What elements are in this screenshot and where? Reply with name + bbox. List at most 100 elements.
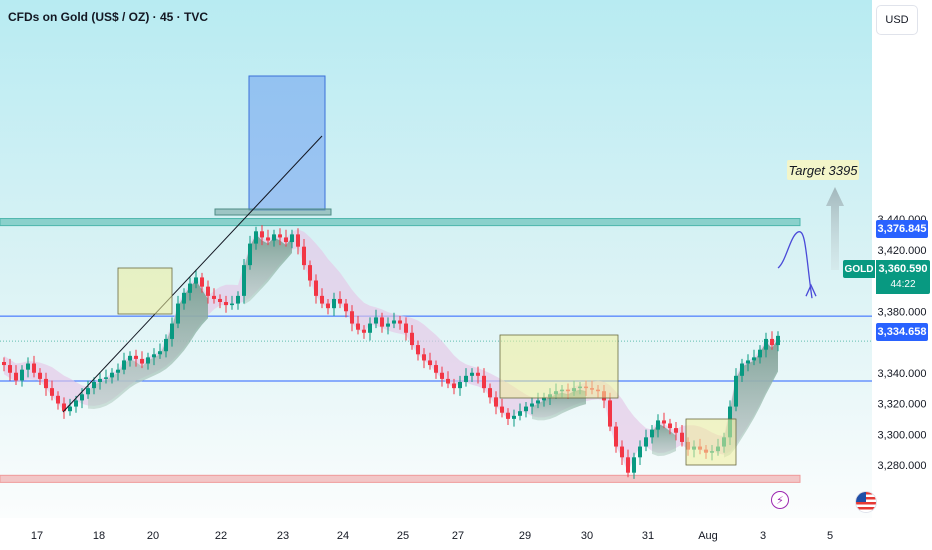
projection-arrowhead — [805, 283, 817, 297]
candle-body — [398, 320, 402, 324]
candle-body — [530, 403, 534, 407]
candle — [740, 358, 744, 382]
y-tick-label: 3,320.000 — [878, 399, 927, 411]
candle — [344, 298, 348, 318]
currency-button[interactable]: USD — [877, 6, 917, 34]
candle-body — [182, 292, 186, 304]
candle-body — [362, 329, 366, 333]
candle-body — [536, 400, 540, 404]
candle — [164, 334, 168, 358]
candle — [242, 258, 246, 304]
candle-body — [350, 311, 354, 324]
candle-body — [116, 369, 120, 373]
projection-path — [777, 231, 813, 299]
x-tick-label: 18 — [93, 530, 105, 542]
static-overlays — [0, 218, 872, 483]
candle-body — [380, 317, 384, 327]
candle-body — [92, 381, 96, 389]
candle-body — [56, 395, 60, 404]
x-tick-label: 17 — [31, 530, 43, 542]
x-tick-label: 27 — [452, 530, 464, 542]
candle-body — [20, 369, 24, 381]
candle — [470, 368, 474, 382]
candle — [320, 288, 324, 309]
candle-body — [608, 400, 612, 427]
candle-body — [194, 277, 198, 284]
candle — [62, 397, 66, 419]
candle-body — [500, 406, 504, 413]
candle-body — [110, 372, 114, 378]
candle-body — [80, 394, 84, 401]
candle-body — [410, 332, 414, 346]
candle-body — [224, 302, 228, 306]
candle — [128, 351, 132, 367]
candle — [2, 357, 6, 372]
candle — [224, 295, 228, 313]
candle-body — [128, 355, 132, 361]
candle-body — [320, 295, 324, 304]
candle-body — [206, 286, 210, 296]
candle — [170, 317, 174, 347]
candle — [38, 368, 42, 386]
candle — [458, 375, 462, 396]
candle — [758, 345, 762, 364]
candle — [524, 401, 528, 418]
x-tick-label: 30 — [581, 530, 593, 542]
candle-body — [734, 375, 738, 407]
candle-body — [740, 363, 744, 376]
up-arrow-shape — [826, 187, 844, 270]
candle — [338, 291, 342, 309]
candle-body — [98, 378, 102, 382]
candle — [272, 229, 276, 247]
candle-body — [164, 338, 168, 352]
candle — [44, 372, 48, 396]
candle — [494, 391, 498, 415]
consolidation-box-0 — [117, 267, 173, 315]
candle-body — [104, 377, 108, 379]
x-tick-label: 31 — [642, 530, 654, 542]
candle — [314, 274, 318, 304]
x-tick-label: 29 — [519, 530, 531, 542]
candle — [302, 238, 306, 270]
candle-body — [140, 358, 144, 364]
candle — [680, 425, 684, 447]
y-tick-label: 3,340.000 — [878, 368, 927, 380]
candle — [632, 452, 636, 479]
candle-body — [680, 432, 684, 442]
candle-body — [68, 406, 72, 412]
candle-body — [542, 397, 546, 401]
target-annotation: Target 3395 — [787, 160, 859, 180]
candle — [404, 317, 408, 341]
candle-body — [344, 303, 348, 312]
y-tick-label: 3,380.000 — [878, 306, 927, 318]
candle-body — [392, 320, 396, 324]
candle-body — [134, 355, 138, 359]
candle — [770, 331, 774, 350]
candle — [230, 295, 234, 310]
candle — [488, 383, 492, 404]
candle — [14, 365, 18, 386]
candle-body — [434, 365, 438, 373]
candle-body — [152, 354, 156, 358]
us-flag-icon[interactable] — [856, 492, 876, 512]
candle — [278, 228, 282, 246]
x-tick-label: 20 — [147, 530, 159, 542]
candle-body — [50, 388, 54, 396]
lightning-icon[interactable]: ⚡ — [771, 491, 789, 509]
candle — [116, 363, 120, 381]
candle — [92, 377, 96, 395]
candle-body — [494, 397, 498, 407]
candle-body — [74, 400, 78, 407]
bull-cloud-4 — [724, 338, 778, 458]
candle — [32, 355, 36, 378]
candle-body — [170, 323, 174, 339]
candle-body — [290, 234, 294, 243]
candle — [752, 349, 756, 366]
candle-body — [458, 381, 462, 389]
candle-body — [614, 426, 618, 447]
candle-body — [272, 234, 276, 241]
candle-body — [428, 360, 432, 366]
candle — [530, 397, 534, 415]
